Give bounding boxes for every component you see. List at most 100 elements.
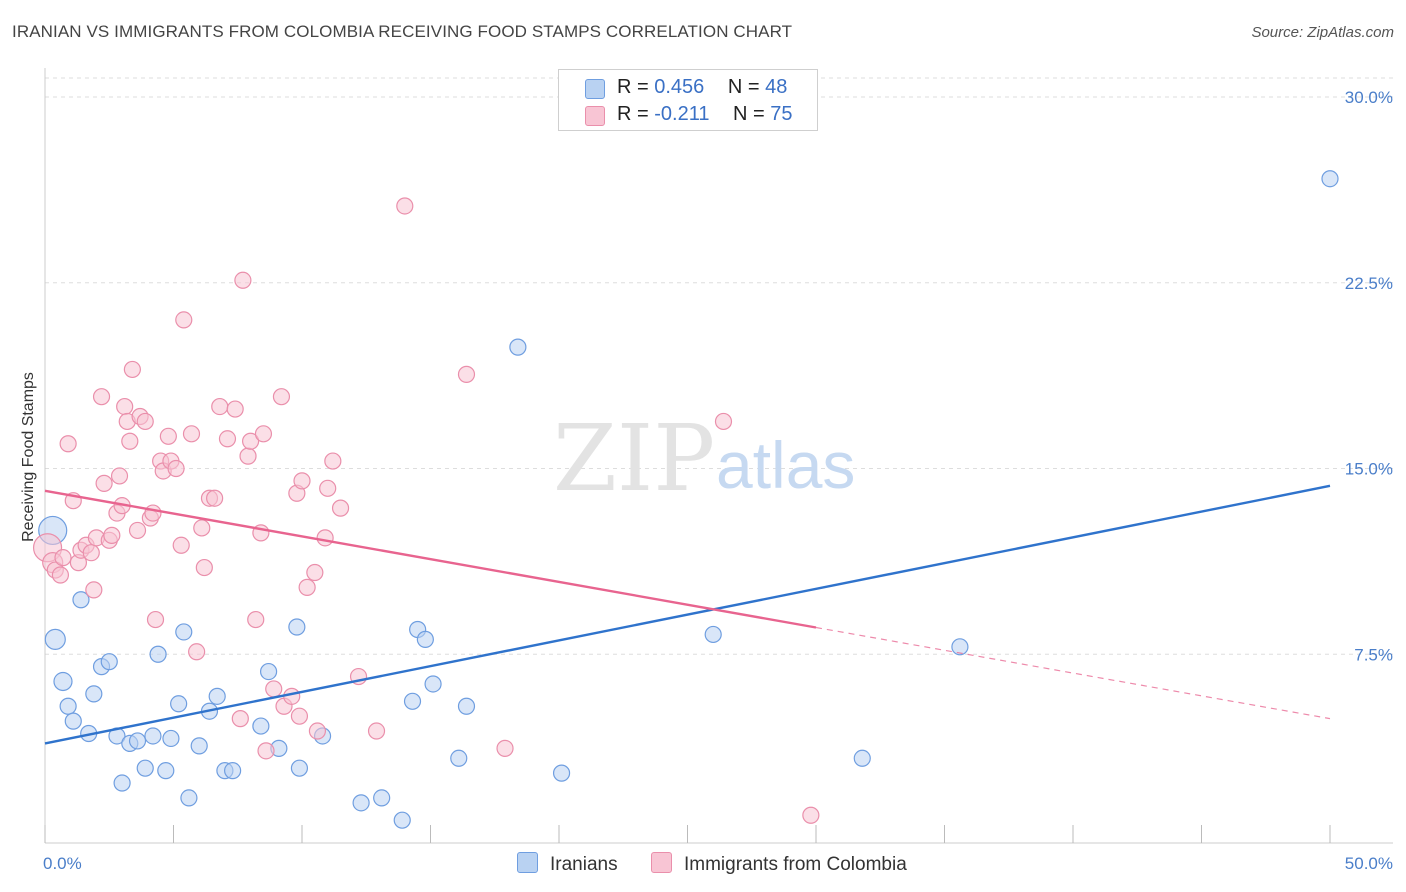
- data-point: [234, 271, 252, 289]
- data-point: [324, 452, 342, 470]
- bottom-legend-swatch-blue: [517, 852, 538, 873]
- watermark-atlas: atlas: [716, 428, 855, 502]
- data-point: [85, 685, 103, 703]
- data-point: [496, 739, 514, 757]
- data-point: [552, 764, 571, 782]
- data-point: [182, 425, 201, 443]
- legend-r-value: -0.211: [654, 103, 710, 125]
- data-point: [293, 472, 311, 490]
- legend-r-label: R =: [617, 76, 655, 98]
- data-point: [208, 687, 226, 705]
- data-point: [72, 591, 90, 609]
- data-point: [450, 749, 468, 767]
- y-tick-label: 30.0%: [1345, 88, 1393, 107]
- data-point: [144, 727, 162, 745]
- data-point: [224, 762, 242, 780]
- data-point: [290, 759, 309, 777]
- data-point: [162, 729, 180, 748]
- data-point: [308, 722, 327, 740]
- data-point: [59, 435, 77, 453]
- data-point: [82, 544, 100, 562]
- legend-r-label: R =: [617, 103, 655, 125]
- data-point: [175, 311, 193, 329]
- data-point: [136, 759, 154, 777]
- data-point: [128, 732, 147, 750]
- data-point: [373, 789, 391, 807]
- data-point: [352, 794, 370, 812]
- chart-title: IRANIAN VS IMMIGRANTS FROM COLOMBIA RECE…: [12, 22, 793, 41]
- data-point: [424, 675, 442, 693]
- data-point: [128, 521, 147, 540]
- legend-n-value: 48: [765, 76, 788, 98]
- data-point: [54, 549, 72, 567]
- trend-line: [44, 484, 1331, 745]
- trend-line: [44, 489, 817, 629]
- bottom-legend-label: Immigrants from Colombia: [684, 854, 907, 875]
- data-point: [457, 697, 476, 715]
- data-point: [853, 749, 871, 767]
- data-point: [193, 519, 211, 537]
- data-point: [802, 806, 820, 824]
- trend-lines: [44, 484, 1331, 745]
- data-point: [704, 625, 722, 644]
- data-point: [226, 400, 244, 418]
- legend-n-value: 75: [770, 103, 793, 125]
- data-point: [239, 447, 257, 465]
- data-point: [331, 499, 350, 517]
- x-tick-label: 50.0%: [1345, 854, 1393, 873]
- data-point: [44, 628, 66, 650]
- legend-row-colombia: R = -0.211 N = 75: [585, 103, 793, 126]
- data-point: [298, 578, 316, 596]
- source-label: Source: ZipAtlas.com: [1251, 24, 1394, 41]
- grid-lines: [45, 77, 1393, 655]
- data-point: [367, 722, 386, 740]
- data-point: [272, 388, 291, 406]
- data-point: [100, 653, 118, 671]
- data-point: [951, 638, 969, 656]
- legend-n-label: N =: [727, 76, 766, 98]
- data-point: [95, 474, 113, 492]
- data-point: [113, 774, 131, 792]
- data-point: [59, 697, 77, 715]
- data-point: [393, 811, 411, 829]
- data-point: [316, 529, 334, 547]
- data-point: [242, 432, 260, 450]
- axes: [44, 68, 1393, 844]
- data-point: [159, 427, 177, 445]
- data-point: [457, 365, 476, 383]
- data-point: [146, 610, 165, 629]
- y-tick-label: 15.0%: [1345, 460, 1393, 479]
- correlation-legend: R = 0.456 N = 48 R = -0.211 N = 75: [558, 69, 818, 131]
- data-point: [259, 662, 278, 681]
- data-point: [175, 623, 193, 641]
- data-point: [252, 717, 270, 735]
- data-point: [403, 692, 422, 710]
- data-point: [247, 610, 265, 629]
- watermark-zip: ZIP: [553, 405, 715, 512]
- data-point: [110, 467, 129, 485]
- bottom-legend-label: Iranians: [550, 854, 618, 875]
- colombia-points: [32, 197, 820, 824]
- data-point: [116, 397, 134, 416]
- data-point: [172, 536, 190, 554]
- data-point: [144, 504, 162, 522]
- data-point: [180, 789, 198, 807]
- data-point: [206, 489, 224, 507]
- data-point: [170, 695, 188, 713]
- data-point: [92, 388, 111, 406]
- legend-swatch-blue: [585, 79, 605, 99]
- data-point: [85, 581, 103, 599]
- data-point: [231, 710, 249, 728]
- trend-line-extension: [815, 626, 1331, 720]
- data-point: [290, 707, 309, 725]
- data-point: [51, 566, 70, 584]
- data-point: [64, 712, 82, 730]
- data-point: [121, 432, 139, 450]
- tick-labels: 7.5% 15.0% 22.5% 30.0% 0.0% 50.0%: [43, 88, 1393, 873]
- data-point: [1321, 170, 1339, 188]
- legend-r-value: 0.456: [654, 76, 705, 98]
- data-point: [306, 563, 324, 582]
- data-point: [283, 687, 301, 705]
- data-point: [195, 558, 213, 577]
